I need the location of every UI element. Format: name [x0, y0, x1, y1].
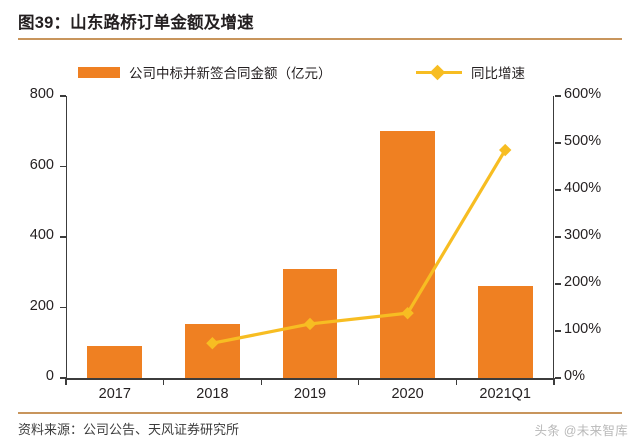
legend-line-diamond-icon [416, 64, 462, 81]
y-axis-left-tick-label: 200 [29, 297, 54, 314]
y-axis-left-tick [60, 236, 66, 238]
y-axis-right-tick [555, 377, 561, 379]
x-axis-tick [65, 378, 67, 385]
x-axis-tick-label: 2017 [98, 386, 131, 402]
bar [282, 269, 338, 378]
x-axis-line [66, 378, 555, 380]
y-axis-right-tick-label: 0% [564, 368, 585, 384]
y-axis-left-tick [60, 306, 66, 309]
y-axis-right-tick-label: 600% [564, 86, 602, 102]
y-axis-right-tick [555, 95, 561, 97]
y-axis-left-tick [60, 165, 66, 168]
x-axis-tick [260, 378, 262, 385]
y-axis-left-tick-label: 400 [29, 227, 54, 243]
y-axis-right-tick [555, 236, 561, 238]
title-divider [18, 38, 622, 40]
source-note: 资料来源：公司公告、天风证券研究所 [18, 422, 240, 437]
y-axis-right-tick [555, 330, 561, 332]
bar [477, 286, 533, 378]
watermark-label: 头条 @未来智库 [534, 424, 628, 438]
footer-divider [18, 412, 622, 414]
x-axis-tick-label: 2021Q1 [479, 386, 531, 402]
y-axis-right-tick-label: 200% [564, 274, 602, 290]
page-title: 图39：山东路桥订单金额及增速 [18, 14, 254, 32]
legend-item-label: 公司中标并新签合同金额（亿元） [129, 66, 332, 81]
y-axis-right-tick-label: 500% [564, 133, 602, 149]
y-axis-left-line [66, 96, 68, 379]
bar [87, 346, 143, 378]
y-axis-right-tick-label: 300% [564, 227, 602, 243]
y-axis-right-tick-label: 400% [564, 180, 602, 196]
bar [380, 130, 435, 378]
y-axis-right-line [553, 96, 555, 379]
plot-area [66, 96, 554, 378]
y-axis-left-tick-label: 0 [45, 368, 54, 384]
x-axis-tick [553, 378, 555, 385]
x-axis-tick [358, 378, 360, 385]
y-axis-right-tick-label: 100% [564, 321, 602, 337]
legend-bar-swatch-icon [78, 66, 120, 78]
x-axis-tick-label: 2020 [391, 386, 424, 402]
y-axis-right-tick [555, 142, 561, 144]
x-axis-tick-label: 2019 [293, 386, 327, 402]
legend-item-label: 同比增速 [471, 66, 525, 81]
x-axis-tick [455, 378, 458, 385]
x-axis-tick [162, 378, 165, 385]
figure-title-bar: 图39：山东路桥订单金额及增速 [0, 0, 640, 44]
chart-legend: 公司中标并新签合同金额（亿元） 同比增速 [0, 58, 640, 86]
y-axis-left-tick-label: 600 [29, 156, 54, 173]
y-axis-right-tick [555, 189, 561, 191]
y-axis-left-tick [60, 377, 66, 379]
y-axis-right-tick [555, 283, 561, 285]
y-axis-left-tick [60, 95, 66, 97]
legend-item-contract-amount[interactable]: 公司中标并新签合同金额（亿元） [78, 58, 332, 86]
x-axis-tick-label: 2018 [196, 386, 229, 402]
legend-item-growth-rate[interactable]: 同比增速 [416, 58, 525, 86]
bar [185, 324, 240, 378]
y-axis-left-tick-label: 800 [29, 86, 54, 102]
